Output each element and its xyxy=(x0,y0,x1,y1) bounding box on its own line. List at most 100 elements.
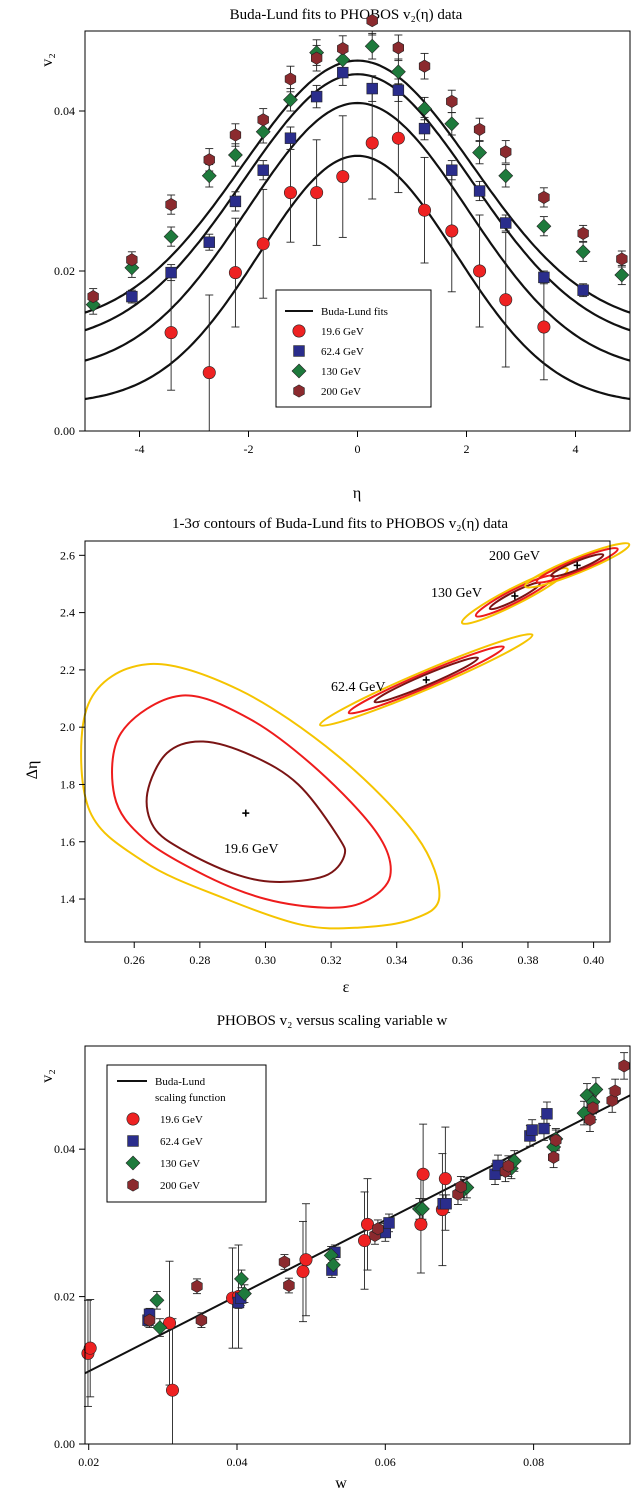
scaling-fit-line xyxy=(84,1094,631,1375)
panel3-x-ticks: 0.02 0.04 0.06 0.08 xyxy=(78,1444,544,1469)
data-point-hexagon xyxy=(500,145,512,159)
x-tick-label: -4 xyxy=(135,442,145,456)
x-tick-label: 0.28 xyxy=(189,953,210,967)
panel3-y-ticks: 0.00 0.02 0.04 xyxy=(54,1142,85,1451)
data-point-square xyxy=(538,1122,550,1135)
panel3-legend-markers xyxy=(125,1112,141,1192)
x-tick-label: 0.32 xyxy=(321,953,342,967)
data-point-square xyxy=(500,217,512,229)
x-tick-label: 4 xyxy=(573,442,579,456)
legend-marker-200 xyxy=(127,1178,139,1192)
panel-eta: Buda-Lund fits to PHOBOS v₂(η) data -4 -2… xyxy=(39,7,631,502)
data-point-hexagon xyxy=(550,1133,562,1147)
data-point-circle xyxy=(445,224,459,238)
data-point-hexagon xyxy=(337,42,349,56)
data-point-hexagon xyxy=(609,1084,621,1098)
legend-marker-19 xyxy=(126,1112,140,1126)
data-point-hexagon xyxy=(278,1255,291,1269)
data-point-square xyxy=(526,1124,538,1136)
data-point-circle xyxy=(499,293,513,307)
panel3-frame xyxy=(84,1045,631,1445)
contour-sigma2 xyxy=(347,645,505,715)
panel1-legend-200: 200 GeV xyxy=(321,386,361,398)
panel1-legend: Buda-Lund fits 19.6 GeV 62.4 GeV 130 GeV… xyxy=(275,289,432,408)
contour-label-200: 200 GeV xyxy=(489,549,540,564)
y-tick-label: 1.4 xyxy=(60,892,75,906)
data-point-square xyxy=(383,1217,395,1229)
data-point-hexagon xyxy=(446,94,458,108)
data-point-diamond xyxy=(227,147,243,163)
panel2-plot-area xyxy=(80,542,631,930)
data-point-square xyxy=(165,266,177,279)
data-point-circle xyxy=(164,326,178,340)
data-point-hexagon xyxy=(606,1093,618,1108)
data-point-circle xyxy=(202,366,216,380)
data-point-square xyxy=(203,236,215,248)
legend-marker-130 xyxy=(291,363,307,379)
y-tick-label: 0.02 xyxy=(54,264,75,278)
panel1-plot-area xyxy=(84,14,631,431)
data-point-hexagon xyxy=(577,226,589,240)
data-point-diamond xyxy=(335,52,351,68)
data-point-circle xyxy=(438,1172,452,1186)
panel3-legend-200: 200 GeV xyxy=(160,1180,200,1192)
data-point-circle xyxy=(165,1383,179,1397)
panel3-legend-fit-line2: scaling function xyxy=(155,1092,226,1104)
y-tick-label: 0.02 xyxy=(54,1290,75,1304)
contour-sigma3 xyxy=(80,662,441,930)
data-point-circle xyxy=(358,1234,372,1248)
y-tick-label: 0.04 xyxy=(54,1142,75,1156)
panel1-legend-62: 62.4 GeV xyxy=(321,346,364,358)
data-point-diamond xyxy=(163,229,179,245)
y-tick-label: 0.00 xyxy=(54,1437,75,1451)
data-point-hexagon xyxy=(126,253,138,267)
data-point-hexagon xyxy=(310,51,323,65)
fit-curve xyxy=(84,101,631,362)
panel1-title: Buda-Lund fits to PHOBOS v₂(η) data xyxy=(230,7,463,23)
data-point-hexagon xyxy=(547,1150,560,1164)
contour-sigma3 xyxy=(460,567,569,625)
legend-marker-62 xyxy=(293,345,305,357)
data-point-diamond xyxy=(614,267,630,283)
data-point-circle xyxy=(310,186,324,200)
data-point-square xyxy=(257,164,269,176)
x-tick-label: 0.34 xyxy=(386,953,407,967)
data-point-diamond xyxy=(149,1292,165,1308)
panel1-legend-19: 19.6 GeV xyxy=(321,326,364,338)
panel1-x-axis-label: η xyxy=(353,485,361,502)
panel1-legend-markers xyxy=(291,324,307,398)
legend-marker-130 xyxy=(125,1155,141,1171)
data-point-diamond xyxy=(364,38,380,54)
x-tick-label: 0.38 xyxy=(517,953,538,967)
data-point-hexagon xyxy=(284,72,297,86)
data-point-hexagon xyxy=(392,41,405,55)
legend-marker-19 xyxy=(292,324,306,338)
y-tick-label: 1.6 xyxy=(60,835,75,849)
data-point-circle xyxy=(83,1341,97,1355)
data-point-square xyxy=(392,84,405,96)
y-tick-label: 0.00 xyxy=(54,424,75,438)
data-point-hexagon xyxy=(195,1313,208,1327)
data-point-circle xyxy=(418,203,432,217)
x-tick-label: 0.26 xyxy=(124,953,145,967)
data-point-square xyxy=(440,1198,452,1210)
data-point-hexagon xyxy=(87,290,99,304)
fit-curve xyxy=(84,154,631,401)
data-point-hexagon xyxy=(584,1113,596,1127)
data-point-circle xyxy=(365,136,379,150)
data-point-hexagon xyxy=(372,1222,384,1236)
panel1-legend-130: 130 GeV xyxy=(321,366,361,378)
data-point-circle xyxy=(414,1217,428,1231)
data-point-square xyxy=(310,90,323,103)
data-point-hexagon xyxy=(366,14,378,28)
data-point-square xyxy=(366,82,378,95)
x-tick-label: 0.04 xyxy=(227,1455,248,1469)
data-point-circle xyxy=(283,186,297,200)
contour-sigma1 xyxy=(145,740,347,883)
legend-marker-62 xyxy=(127,1135,139,1147)
data-point-square xyxy=(541,1108,553,1120)
data-point-diamond xyxy=(498,168,514,184)
data-point-hexagon xyxy=(203,153,215,167)
data-point-hexagon xyxy=(538,190,550,204)
